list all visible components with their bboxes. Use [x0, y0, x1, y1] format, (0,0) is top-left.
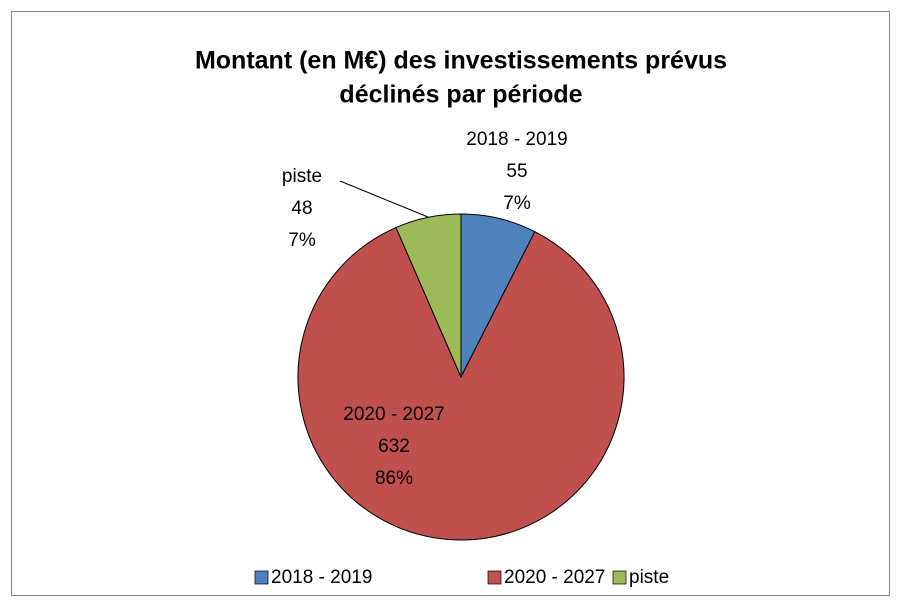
- legend-label: 2018 - 2019: [271, 567, 372, 588]
- legend-swatch: [254, 570, 269, 585]
- data-label-category: piste: [282, 166, 322, 187]
- chart-title: déclinés par période: [339, 81, 582, 109]
- data-label-category: 2020 - 2027: [343, 404, 444, 425]
- pie-slice: [395, 213, 462, 378]
- legend-swatch: [612, 570, 627, 585]
- data-label-percent: 7%: [503, 193, 531, 214]
- legend-swatch: [487, 570, 502, 585]
- legend-label: piste: [629, 567, 669, 588]
- data-label-value: 632: [378, 436, 410, 457]
- data-label-value: 48: [291, 198, 312, 219]
- data-label-value: 55: [506, 161, 527, 182]
- data-label-percent: 86%: [375, 468, 413, 489]
- leader-line: [339, 180, 429, 218]
- pie-slice: [297, 226, 625, 541]
- legend-label: 2020 - 2027: [504, 567, 605, 588]
- chart-title: Montant (en M€) des investissements prév…: [195, 47, 727, 75]
- data-label-category: 2018 - 2019: [466, 129, 567, 150]
- data-label-percent: 7%: [288, 230, 316, 251]
